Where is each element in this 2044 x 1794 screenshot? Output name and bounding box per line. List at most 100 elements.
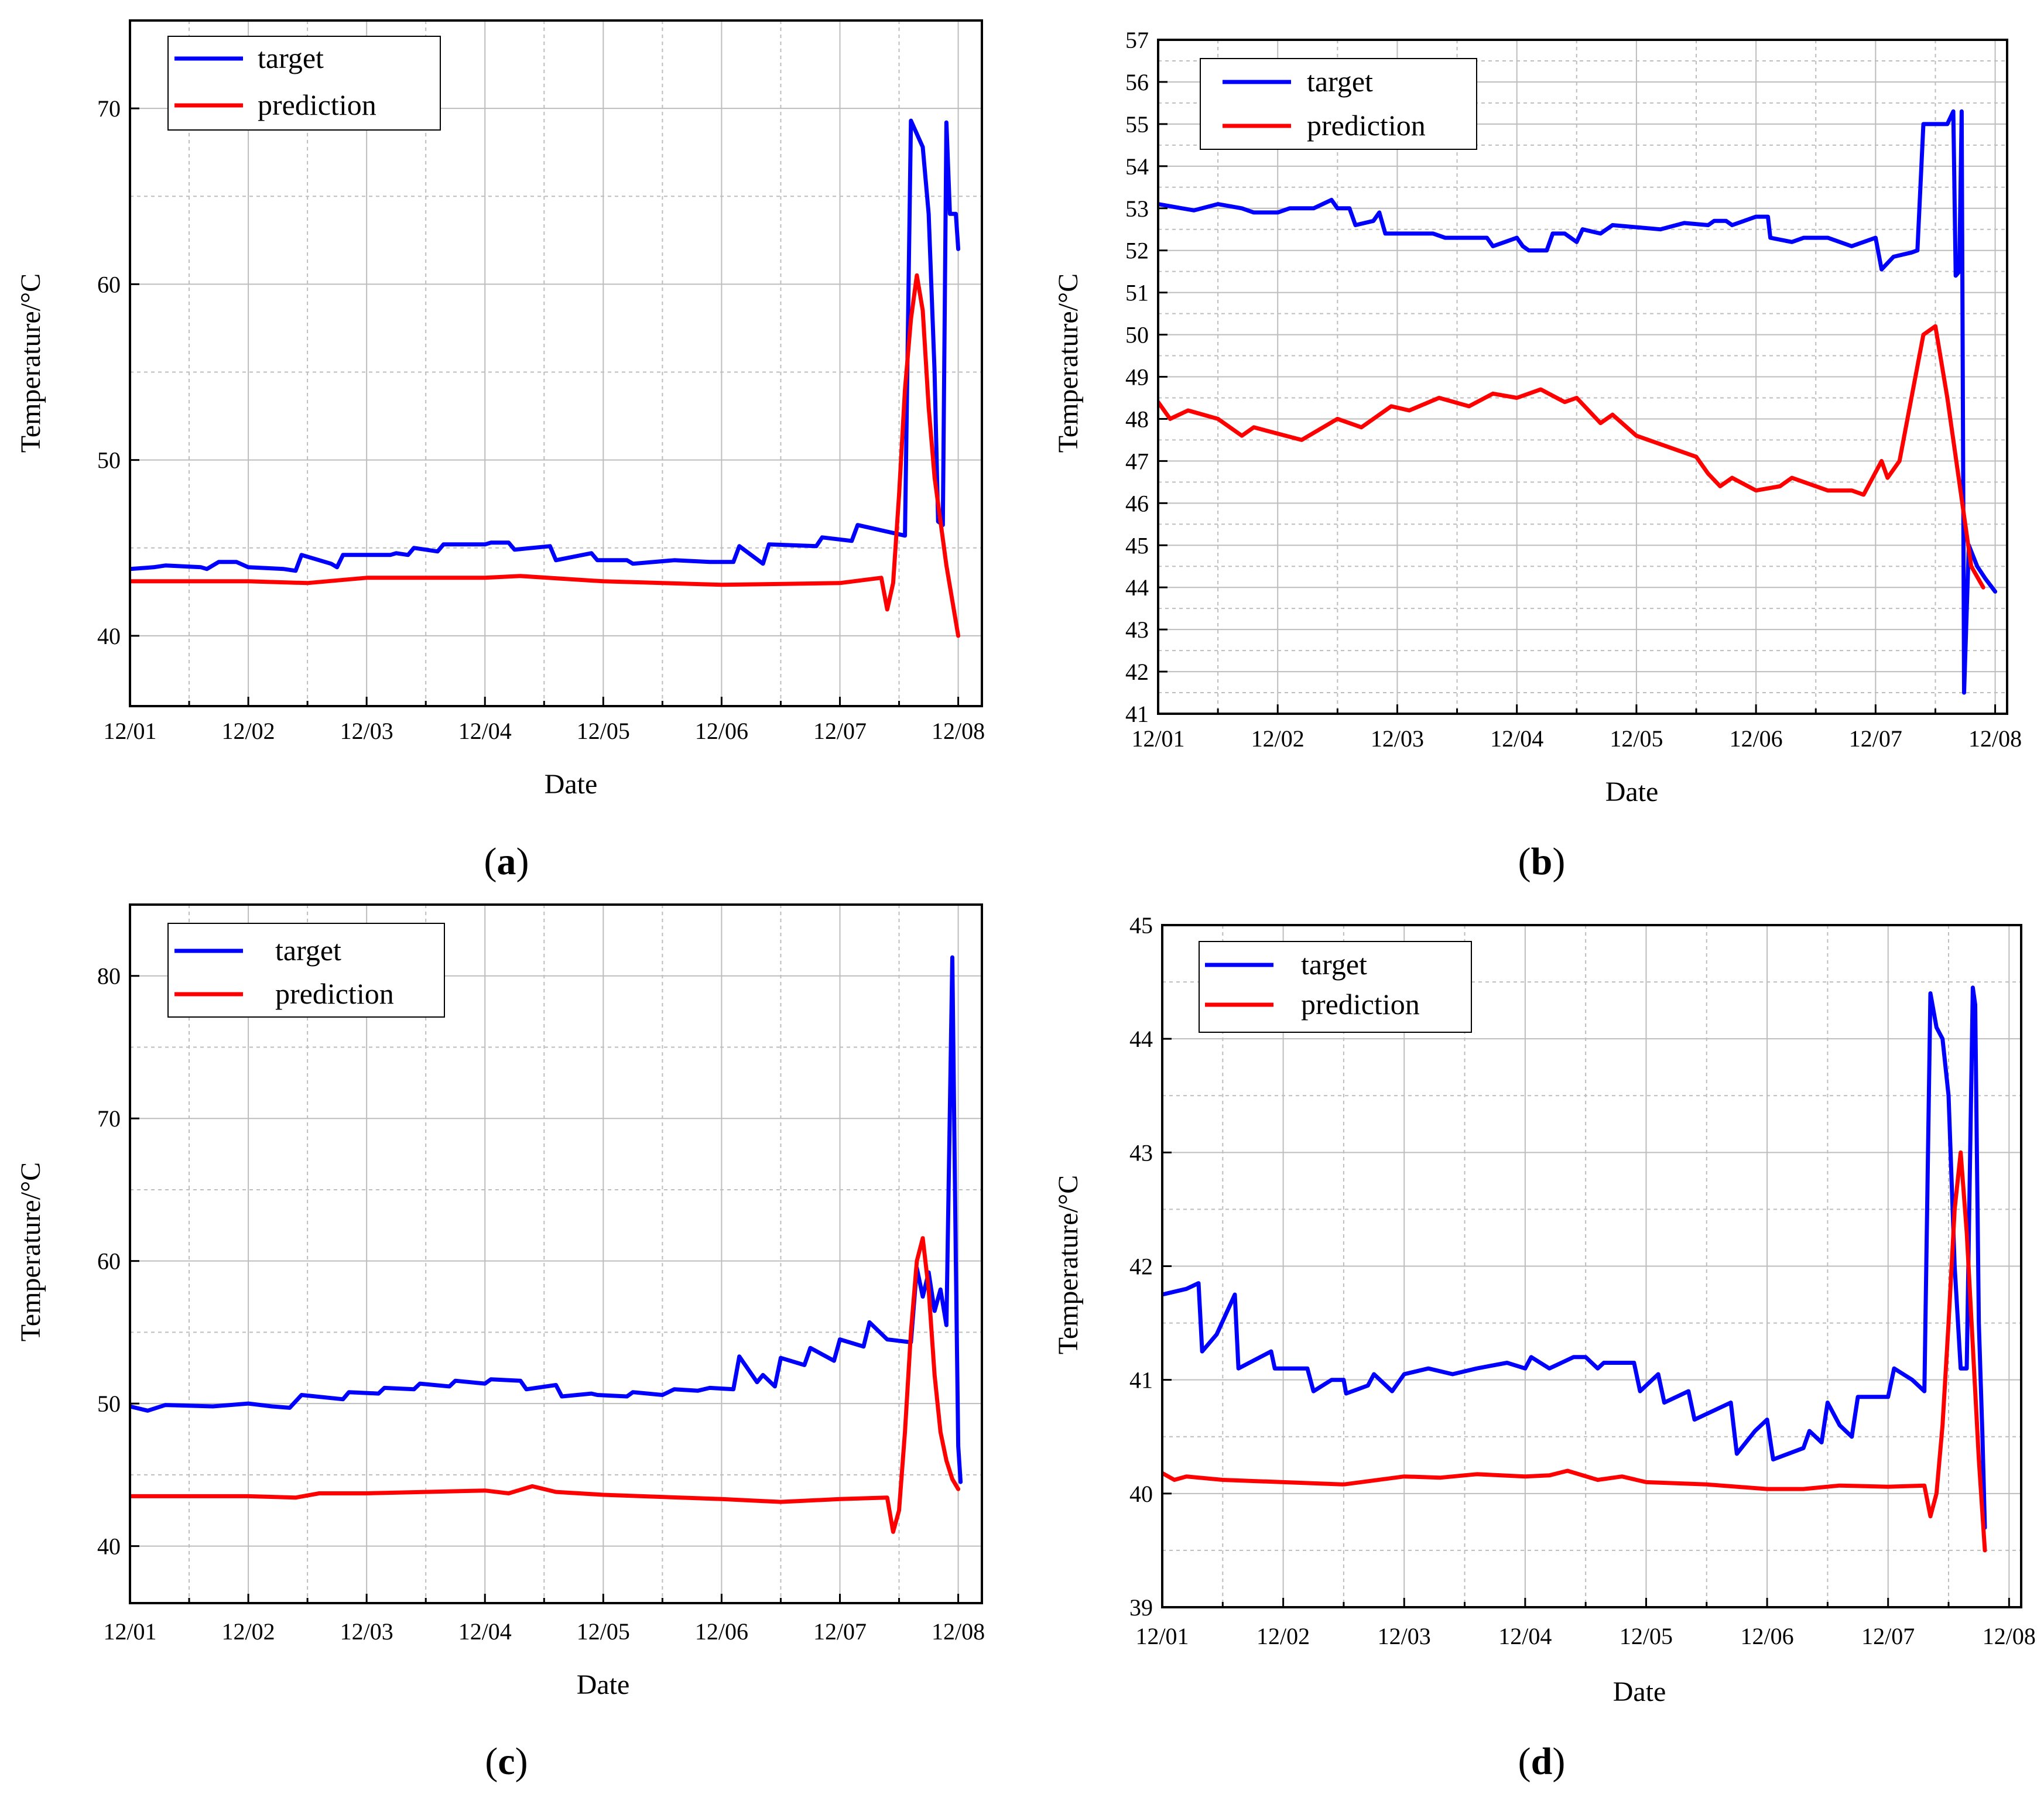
- y-tick-label: 46: [1125, 490, 1149, 516]
- x-tick-label: 12/06: [695, 718, 748, 744]
- x-tick-label: 12/01: [1131, 725, 1184, 752]
- x-tick-label: 12/08: [932, 718, 985, 744]
- y-tick-label: 44: [1125, 574, 1149, 601]
- panel-label-open: (: [1518, 1740, 1531, 1783]
- panel-d: 39 40 41 42 43 44 45 12/01 12/02 12/03 12/04 12/05 1…: [1053, 912, 2036, 1783]
- panel-label: (b): [1518, 840, 1566, 883]
- legend-label-target: target: [275, 934, 341, 967]
- y-tick-label: 40: [1129, 1481, 1153, 1507]
- x-tick-label: 12/04: [458, 718, 512, 744]
- y-tick-label: 45: [1129, 912, 1153, 939]
- legend: target prediction: [167, 36, 441, 131]
- plot-frame: [129, 19, 983, 707]
- panel-label-close: ): [1552, 840, 1565, 883]
- legend-label-prediction: prediction: [1301, 988, 1420, 1021]
- y-tick-label: 43: [1129, 1139, 1153, 1166]
- x-tick-label: 12/04: [1490, 725, 1543, 752]
- x-tick-label: 12/02: [1251, 725, 1305, 752]
- y-axis-title: Temperature/°C: [1053, 1175, 1084, 1354]
- x-tick-label: 12/05: [1620, 1623, 1673, 1649]
- series-line-prediction: [1158, 324, 1985, 590]
- legend: target prediction: [167, 923, 445, 1018]
- x-tick-label: 12/04: [1498, 1623, 1552, 1649]
- y-tick-label: 55: [1125, 111, 1149, 138]
- y-tick-label: 49: [1125, 364, 1149, 391]
- panel-label-letter: a: [497, 840, 516, 883]
- y-tick-label: 70: [97, 95, 121, 122]
- legend-box: [1200, 58, 1477, 150]
- series-line-target: [1162, 985, 1987, 1530]
- x-tick-label: 12/07: [1849, 725, 1902, 752]
- y-tick-label: 44: [1129, 1026, 1153, 1052]
- x-tick-label: 12/01: [103, 1618, 156, 1645]
- x-tick-label: 12/02: [1256, 1623, 1310, 1649]
- x-tick-label: 12/06: [1741, 1623, 1794, 1649]
- series-group: [130, 955, 963, 1534]
- y-tick-label: 45: [1125, 532, 1149, 559]
- legend-label-target: target: [1301, 948, 1367, 981]
- y-tick-label: 50: [97, 1391, 121, 1417]
- grid: [129, 905, 982, 1603]
- panel-label-open: (: [485, 1740, 498, 1783]
- x-axis-title: Date: [577, 1669, 630, 1700]
- y-tick-label: 47: [1125, 448, 1149, 474]
- x-tick-label: 12/01: [1135, 1623, 1189, 1649]
- panel-b: 41 42 43 44 45 46 47 48 49 50 51 52 53 54 55 56 57 12/01 1…: [1053, 27, 2022, 883]
- y-axis-title: Temperature/°C: [15, 273, 46, 453]
- legend-box: [1199, 941, 1472, 1033]
- y-tick-label: 60: [97, 1248, 121, 1275]
- panel-label: (a): [484, 840, 529, 883]
- series-group: [1158, 109, 1998, 695]
- series-line-prediction: [130, 273, 961, 638]
- legend-label-prediction: prediction: [1307, 109, 1426, 142]
- legend-box: [167, 923, 445, 1018]
- x-tick-label: 12/07: [813, 1618, 867, 1645]
- x-tick-label: 12/03: [340, 1618, 393, 1645]
- y-axis-title: Temperature/°C: [1053, 273, 1084, 453]
- y-tick-label: 48: [1125, 406, 1149, 432]
- panel-label-open: (: [484, 840, 497, 883]
- y-tick-label: 41: [1125, 701, 1149, 727]
- y-tick-label: 43: [1125, 617, 1149, 643]
- x-tick-label: 12/03: [1378, 1623, 1431, 1649]
- legend: target prediction: [1199, 941, 1472, 1033]
- panel-label-open: (: [1518, 840, 1531, 883]
- x-tick-label: 12/06: [695, 1618, 748, 1645]
- y-tick-label: 39: [1129, 1594, 1153, 1621]
- x-tick-label: 12/03: [340, 718, 393, 744]
- x-tick-label: 12/05: [1610, 725, 1663, 752]
- x-tick-label: 12/03: [1371, 725, 1424, 752]
- y-tick-label: 52: [1125, 238, 1149, 264]
- x-axis-title: Date: [1605, 776, 1659, 807]
- panel-label-letter: b: [1531, 840, 1553, 883]
- y-tick-label: 40: [97, 1533, 121, 1560]
- series-group: [1162, 985, 1987, 1553]
- panel-a: 40 50 60 70 12/01 12/02 12/03 12/04 12/05 12/06 12…: [15, 19, 985, 883]
- y-tick-label: 42: [1129, 1254, 1153, 1280]
- panel-label: (d): [1518, 1740, 1566, 1783]
- y-tick-label: 50: [97, 447, 121, 474]
- x-tick-label: 12/08: [1983, 1623, 2036, 1649]
- x-tick-label: 12/04: [458, 1618, 512, 1645]
- y-axis-title: Temperature/°C: [15, 1162, 46, 1341]
- x-tick-label: 12/08: [932, 1618, 985, 1645]
- y-tick-label: 54: [1125, 153, 1149, 180]
- y-tick-label: 51: [1125, 280, 1149, 306]
- x-tick-label: 12/07: [813, 718, 867, 744]
- y-tick-label: 42: [1125, 659, 1149, 685]
- y-tick-label: 56: [1125, 69, 1149, 95]
- y-tick-label: 60: [97, 271, 121, 297]
- y-tick-label: 53: [1125, 196, 1149, 222]
- panel-label-letter: d: [1531, 1740, 1553, 1783]
- y-tick-label: 41: [1129, 1367, 1153, 1394]
- y-tick-label: 80: [97, 963, 121, 990]
- legend-label-target: target: [258, 42, 324, 74]
- plot-frame: [129, 903, 983, 1604]
- x-tick-label: 12/07: [1861, 1623, 1915, 1649]
- y-tick-label: 57: [1125, 27, 1149, 53]
- legend-label-prediction: prediction: [258, 88, 376, 121]
- series-line-target: [130, 118, 961, 573]
- x-tick-label: 12/01: [103, 718, 156, 744]
- panel-label-close: ): [515, 1740, 528, 1783]
- panel-label-close: ): [516, 840, 529, 883]
